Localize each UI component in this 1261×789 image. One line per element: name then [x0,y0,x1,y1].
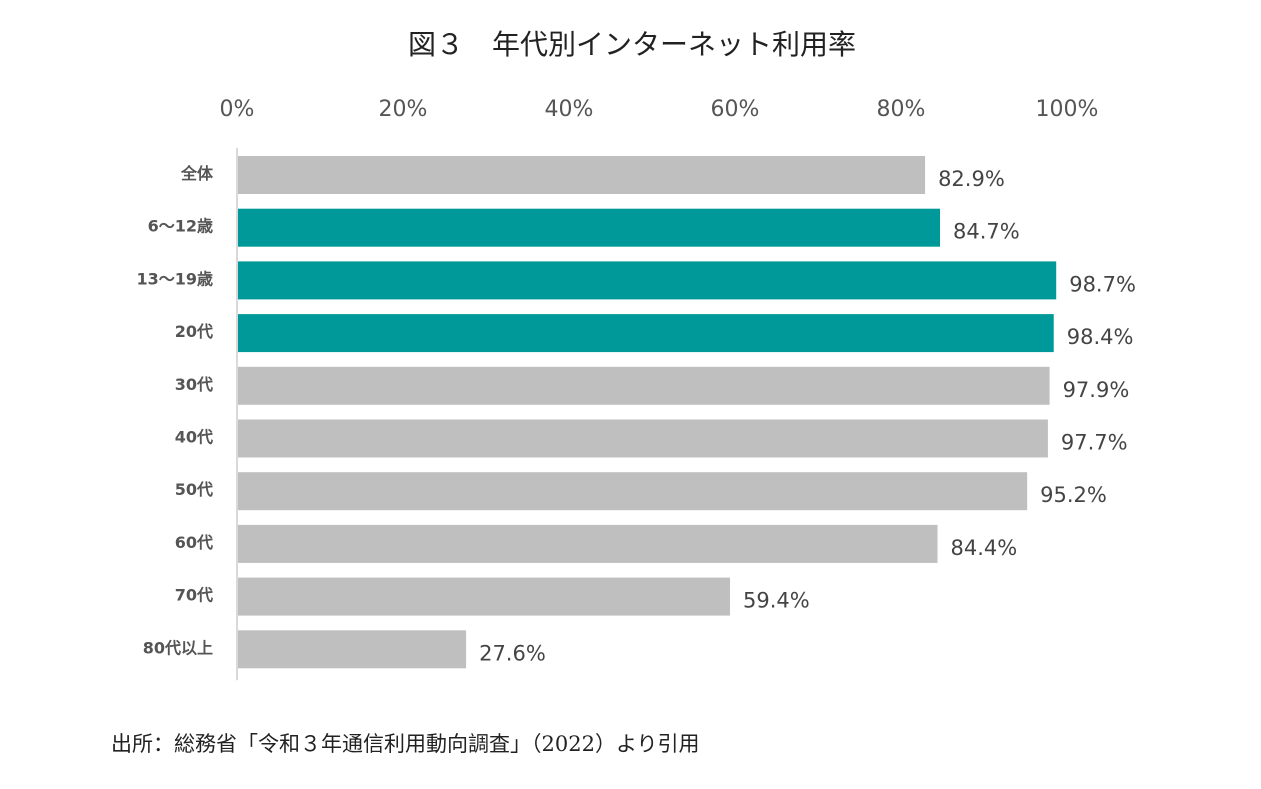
bar [238,630,467,669]
category-label: 70代 [175,586,213,605]
bar [238,156,926,194]
value-label: 27.6% [479,641,546,665]
source-note: 出所：総務省「令和３年通信利用動向調査」（2022）より引用 [111,732,700,756]
value-label: 98.7% [1069,272,1136,296]
x-tick-label: 0% [220,97,255,122]
x-tick-label: 40% [545,97,594,122]
bar [238,577,731,616]
x-axis-ticks: 0% 20% 40% 60% 80% 100% [220,97,1099,122]
category-label: 30代 [175,375,213,394]
x-tick-label: 60% [711,97,760,122]
value-label: 59.4% [743,589,810,613]
value-label: 95.2% [1040,483,1107,507]
category-label: 60代 [175,533,213,552]
value-label: 84.7% [953,220,1020,244]
value-label: 82.9% [938,167,1005,191]
bar [238,314,1054,353]
category-label: 20代 [175,322,213,341]
bar [238,524,938,563]
category-label: 6～12歳 [148,217,213,236]
value-label: 97.9% [1063,378,1130,402]
chart-title: 図３ 年代別インターネット利用率 [408,28,856,61]
category-label: 50代 [175,480,213,499]
category-label: 40代 [175,428,213,447]
value-label: 98.4% [1067,325,1134,349]
bar [238,261,1057,300]
category-label: 13～19歳 [136,269,213,288]
bar [238,208,941,247]
x-tick-label: 20% [379,97,428,122]
bar [238,472,1028,511]
value-label: 97.7% [1061,431,1128,455]
category-label: 80代以上 [143,638,213,657]
x-tick-label: 100% [1036,97,1099,122]
category-label: 全体 [180,164,214,183]
bar [238,419,1048,458]
x-tick-label: 80% [877,97,926,122]
bar [238,366,1050,405]
bars: 全体 82.9% 6～12歳 84.7% 13～19歳 98.7% 20代 98.4% 30代 9… [136,156,1136,669]
value-label: 84.4% [951,536,1018,560]
